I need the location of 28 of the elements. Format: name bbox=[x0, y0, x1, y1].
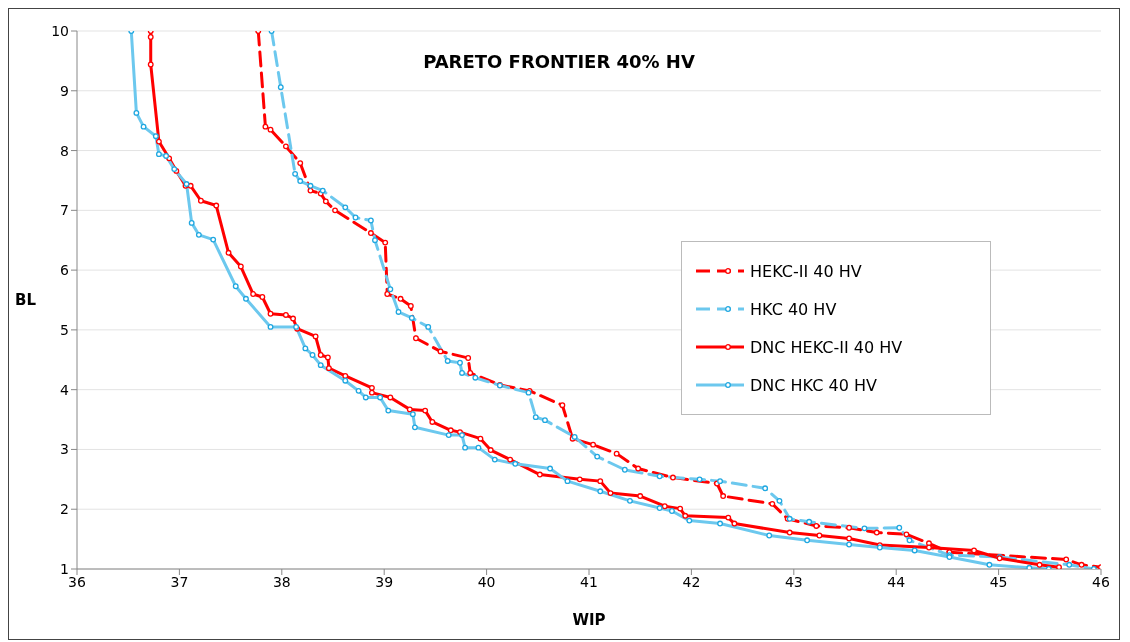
x-tick-label: 36 bbox=[68, 573, 86, 590]
y-axis-title: BL bbox=[15, 291, 37, 310]
x-tick-label: 46 bbox=[1092, 573, 1110, 590]
x-axis-title: WIP bbox=[572, 611, 606, 629]
y-tick-label: 5 bbox=[60, 321, 69, 338]
x-tick-label: 37 bbox=[170, 573, 189, 590]
y-tick-label: 8 bbox=[60, 142, 69, 159]
y-tick-label: 6 bbox=[60, 262, 70, 279]
x-tick-label: 39 bbox=[375, 573, 394, 590]
legend-label: HEKC-II 40 HV bbox=[750, 261, 862, 281]
y-tick-label: 10 bbox=[51, 22, 69, 39]
y-tick-label: 7 bbox=[60, 202, 69, 219]
x-tick-label: 42 bbox=[682, 573, 701, 590]
legend-label: DNC HEKC-II 40 HV bbox=[750, 337, 903, 357]
x-tick-label: 41 bbox=[580, 573, 598, 590]
y-tick-label: 2 bbox=[60, 501, 69, 518]
y-tick-label: 4 bbox=[60, 381, 70, 398]
legend-label: DNC HKC 40 HV bbox=[750, 375, 877, 395]
x-tick-label: 44 bbox=[887, 573, 906, 590]
text: PARETO FRONTIER 40% HV bbox=[422, 51, 696, 72]
x-tick-label: 40 bbox=[477, 573, 496, 590]
y-tick-label: 3 bbox=[60, 441, 69, 458]
y-tick-label: 1 bbox=[60, 560, 69, 577]
x-tick-label: 45 bbox=[989, 573, 1008, 590]
x-tick-label: 38 bbox=[272, 573, 291, 590]
x-tick-label: 43 bbox=[784, 573, 803, 590]
legend-label: HKC 40 HV bbox=[750, 299, 837, 319]
y-tick-label: 9 bbox=[60, 82, 69, 99]
